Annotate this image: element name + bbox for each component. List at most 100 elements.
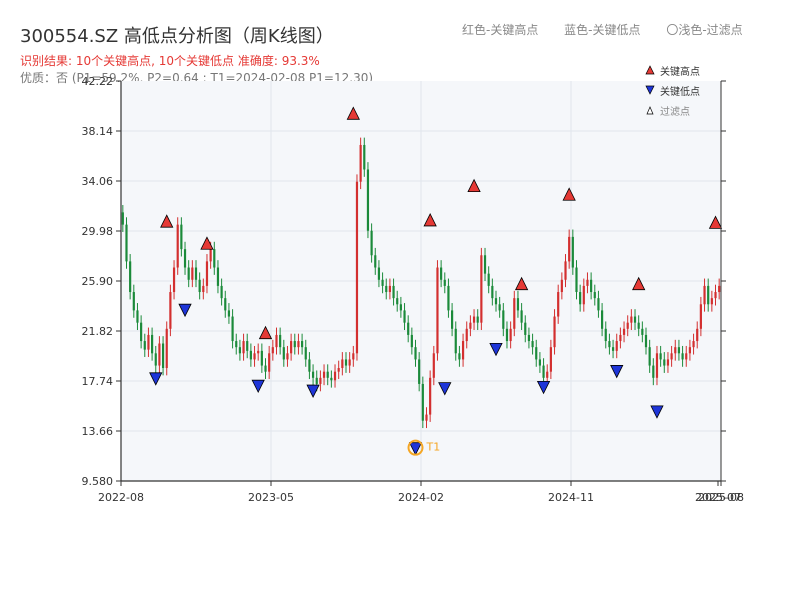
markers: T1 (149, 106, 723, 456)
candle-body (626, 322, 629, 329)
candle-body (648, 347, 651, 366)
top-legend: 红色-关键高点 蓝色-关键低点 〇浅色-过滤点 (462, 21, 765, 38)
candle-body (191, 267, 194, 280)
legend-filtered-label: 过滤点 (660, 105, 690, 118)
candle-body (443, 279, 446, 286)
candle-body (169, 292, 172, 329)
candle-body (681, 353, 684, 360)
x-tick-label: 2024-11 (548, 491, 594, 504)
candle-body (297, 341, 300, 348)
candle-body (542, 365, 545, 378)
candle-body (337, 368, 340, 372)
candle-body (509, 328, 512, 342)
candle-body (392, 285, 395, 299)
candle-body (469, 322, 472, 329)
candle-body (546, 371, 549, 378)
candle-body (279, 334, 282, 348)
legend-filtered-icon (646, 106, 654, 115)
candle-body (494, 298, 498, 305)
candle-body (454, 328, 457, 354)
candle-body (531, 341, 534, 348)
candle-body (136, 310, 139, 323)
candle-body (132, 292, 135, 311)
candle-body (246, 341, 249, 351)
candle-body (370, 230, 373, 256)
candle-body (165, 328, 168, 369)
candle-body (421, 383, 424, 421)
key-high-marker (514, 276, 529, 291)
candle-body (154, 353, 157, 366)
candle-body (129, 261, 132, 293)
candle-body (644, 334, 648, 348)
candle-body (699, 304, 702, 329)
candle-body (224, 298, 227, 311)
candle-body (615, 341, 618, 351)
candle-body (663, 359, 666, 366)
candle-body (410, 334, 413, 348)
candle-body (213, 249, 216, 268)
candle-body (264, 365, 267, 372)
candle-body (253, 353, 256, 360)
candle-body (143, 341, 146, 350)
candle-body (238, 347, 241, 354)
candle-body (483, 255, 487, 274)
y-tick-label: 17.74 (82, 375, 114, 388)
key-high-marker (708, 215, 723, 229)
candle-body (293, 341, 296, 348)
key-low-marker (251, 379, 265, 394)
y-tick-label: 34.06 (82, 175, 114, 188)
candle-body (688, 347, 691, 354)
candle-body (633, 316, 637, 323)
candle-body (458, 353, 461, 360)
candle-body (399, 304, 402, 311)
candle-body (194, 267, 198, 280)
candle-body (557, 292, 560, 317)
candle-body (641, 328, 644, 335)
candle-body (275, 334, 278, 348)
candle-body (619, 334, 622, 342)
key-high-marker (562, 187, 576, 201)
candle-body (315, 377, 318, 384)
legend-high-icon (645, 65, 655, 75)
key-high-marker (346, 106, 360, 120)
candles (121, 137, 721, 429)
key-high-marker (258, 325, 273, 340)
x-tick-label: 2025-08 (698, 491, 744, 504)
candle-body (366, 169, 370, 231)
candle-body (385, 285, 388, 293)
candle-body (125, 224, 128, 262)
candle-body (568, 236, 571, 262)
candle-body (604, 328, 607, 342)
key-high-marker (467, 178, 481, 193)
candle-body (579, 292, 582, 305)
candle-body (235, 341, 238, 348)
candle-body (388, 285, 391, 293)
candle-body (549, 347, 552, 372)
candle-body (560, 279, 563, 293)
candle-body (630, 316, 633, 323)
x-tick-label: 2025-07 (695, 491, 741, 504)
marker-legend: 关键高点 关键低点 过滤点 (645, 65, 700, 118)
candle-body (260, 350, 263, 366)
candle-body (451, 310, 454, 329)
candle-body (710, 298, 713, 305)
candle-body (249, 350, 252, 360)
y-tick-label: 25.90 (82, 275, 114, 288)
chart-title: 300554.SZ 高低点分析图（周K线图） (20, 26, 334, 47)
candle-body (290, 341, 293, 354)
x-tick-label: 2022-08 (98, 491, 144, 504)
candle-body (465, 328, 468, 342)
candle-body (311, 371, 315, 378)
candle-body (707, 285, 710, 305)
legend-high-label: 关键高点 (660, 65, 700, 78)
candle-body (348, 359, 351, 366)
key-low-marker (536, 380, 551, 395)
candle-body (403, 310, 406, 323)
y-tick-label: 13.66 (82, 425, 114, 438)
candle-body (220, 285, 223, 299)
candle-body (374, 255, 377, 268)
key-low-marker (489, 343, 503, 357)
candle-body (396, 298, 399, 305)
candle-body (440, 267, 443, 280)
